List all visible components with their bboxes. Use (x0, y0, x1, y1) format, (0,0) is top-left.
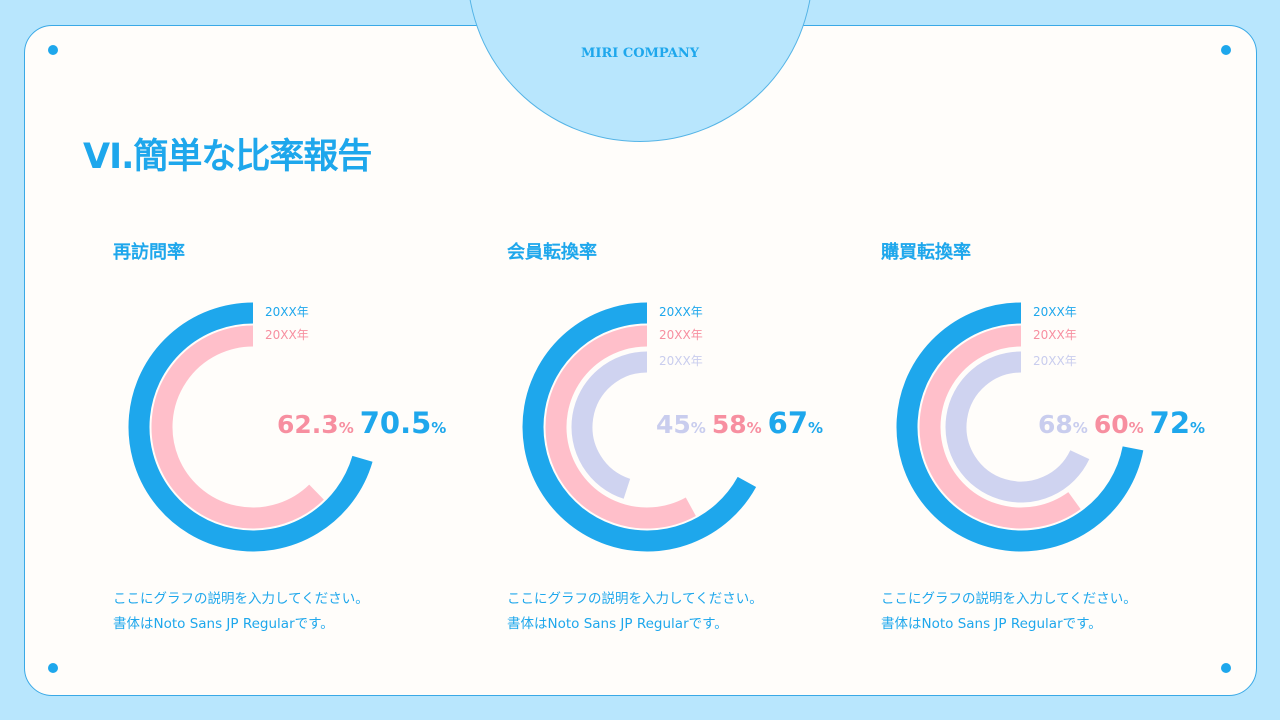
chart-title: 会員転換率 (507, 242, 597, 263)
value-unit: % (1190, 419, 1206, 437)
value-group: 68% 60% 72% (1038, 406, 1205, 440)
value-unit: % (808, 419, 824, 437)
value-number: 58 (711, 410, 747, 439)
corner-dot (48, 45, 58, 55)
value-number: 62.3 (277, 410, 339, 439)
ring-value: 67% (768, 406, 823, 440)
value-unit: % (431, 419, 447, 437)
chart-description: ここにグラフの説明を入力してください。 書体はNoto Sans JP Regul… (113, 587, 369, 637)
company-name: MIRI COMPANY (580, 46, 700, 61)
description-line: 書体はNoto Sans JP Regularです。 (113, 616, 334, 632)
chart-description: ここにグラフの説明を入力してください。 書体はNoto Sans JP Regul… (507, 587, 763, 637)
donut-chart (896, 302, 1144, 552)
description-line: 書体はNoto Sans JP Regularです。 (507, 616, 728, 632)
ring-value: 72% (1150, 406, 1205, 440)
ring-arc-pink (545, 325, 696, 529)
ring-arc-lavender (571, 351, 648, 499)
value-unit: % (1128, 419, 1144, 437)
ring-value: 70.5% (360, 406, 447, 440)
value-number: 70.5 (359, 406, 432, 440)
value-number: 60 (1093, 410, 1129, 439)
ring-year-label: 20XX年 (265, 328, 309, 342)
chart-title: 再訪問率 (113, 242, 185, 263)
value-unit: % (1072, 419, 1088, 437)
ring-value: 62.3% (277, 410, 354, 439)
ring-year-label: 20XX年 (265, 305, 309, 319)
corner-dot (1221, 45, 1231, 55)
description-line: ここにグラフの説明を入力してください。 (507, 591, 763, 607)
ring-arc-pink (151, 325, 324, 529)
value-group: 62.3% 70.5% (277, 406, 446, 440)
donut-chart (522, 302, 757, 552)
description-line: 書体はNoto Sans JP Regularです。 (881, 616, 1102, 632)
ring-value: 45% (656, 410, 706, 439)
value-unit: % (338, 419, 354, 437)
ring-value: 58% (712, 410, 762, 439)
ring-arc-blue (896, 302, 1144, 552)
ring-arc-blue (522, 302, 757, 552)
description-line: ここにグラフの説明を入力してください。 (881, 591, 1137, 607)
chart-title: 購買転換率 (881, 242, 971, 263)
ring-value: 68% (1038, 410, 1088, 439)
ring-value: 60% (1094, 410, 1144, 439)
ring-year-label: 20XX年 (659, 328, 703, 342)
value-number: 67 (767, 406, 809, 440)
ring-arc-lavender (945, 351, 1090, 503)
page-title: VI.簡単な比率報告 (83, 137, 372, 177)
ring-year-label: 20XX年 (1033, 328, 1077, 342)
corner-dot (48, 663, 58, 673)
ring-year-label: 20XX年 (1033, 305, 1077, 319)
ring-year-label: 20XX年 (659, 305, 703, 319)
ring-arc-pink (919, 325, 1081, 529)
donut-chart (128, 302, 373, 552)
value-number: 68 (1038, 410, 1073, 439)
ring-arc-blue (128, 302, 373, 552)
value-group: 45% 58% 67% (656, 406, 823, 440)
value-unit: % (746, 419, 762, 437)
description-line: ここにグラフの説明を入力してください。 (113, 591, 369, 607)
ring-year-label: 20XX年 (1033, 354, 1077, 368)
value-unit: % (690, 419, 706, 437)
value-number: 72 (1149, 406, 1191, 440)
value-number: 45 (656, 410, 691, 439)
corner-dot (1221, 663, 1231, 673)
ring-year-label: 20XX年 (659, 354, 703, 368)
chart-description: ここにグラフの説明を入力してください。 書体はNoto Sans JP Regul… (881, 587, 1137, 637)
